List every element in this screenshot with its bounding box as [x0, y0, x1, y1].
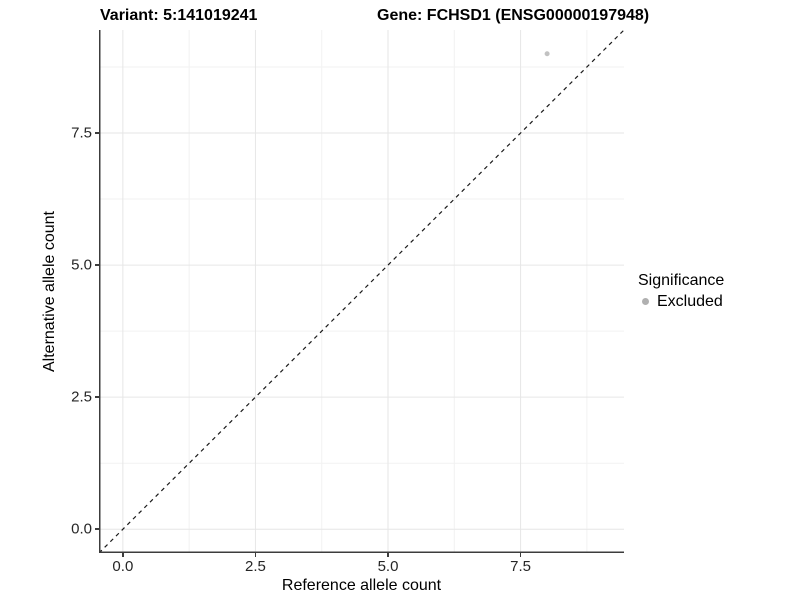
y-tick-mark — [95, 396, 99, 398]
plot-panel — [99, 30, 624, 553]
x-tick-label: 0.0 — [112, 558, 134, 575]
y-tick-label: 7.5 — [71, 124, 92, 142]
legend-title: Significance — [638, 272, 725, 289]
x-tick-label: 2.5 — [245, 558, 266, 575]
y-tick-mark — [95, 528, 99, 530]
data-point — [544, 51, 550, 57]
y-tick-label: 2.5 — [71, 388, 92, 406]
y-axis-title-text: Alternative allele count — [41, 211, 58, 372]
x-tick-mark — [387, 553, 389, 557]
y-axis-title: Alternative allele count — [40, 30, 60, 553]
y-tick-mark — [95, 132, 99, 134]
y-axis-tick-labels: 0.0 2.5 5.0 7.5 — [0, 30, 92, 553]
legend-item-label: Excluded — [657, 293, 723, 310]
x-axis-tick-marks — [99, 553, 624, 557]
y-tick-label: 5.0 — [71, 256, 92, 274]
x-tick-mark — [519, 553, 522, 557]
y-axis-tick-marks — [95, 30, 99, 553]
gene-title: Gene: FCHSD1 (ENSG00000197948) — [377, 7, 650, 24]
legend-point-icon — [642, 298, 649, 305]
x-tick-mark — [254, 553, 257, 557]
identity-dashed-line — [99, 30, 624, 553]
x-axis-title: Reference allele count — [281, 577, 442, 594]
x-tick-label: 5.0 — [377, 558, 399, 575]
x-tick-label: 7.5 — [510, 558, 532, 575]
variant-title: Variant: 5:141019241 — [100, 7, 258, 24]
y-tick-mark — [95, 264, 99, 266]
y-tick-label: 0.0 — [71, 520, 92, 538]
x-axis-tick-labels: 0.0 2.5 5.0 7.5 — [99, 558, 624, 576]
plot-svg — [99, 30, 624, 553]
legend-item-excluded: Excluded — [638, 292, 724, 311]
x-tick-mark — [122, 553, 124, 557]
legend: Significance Excluded — [638, 271, 724, 311]
